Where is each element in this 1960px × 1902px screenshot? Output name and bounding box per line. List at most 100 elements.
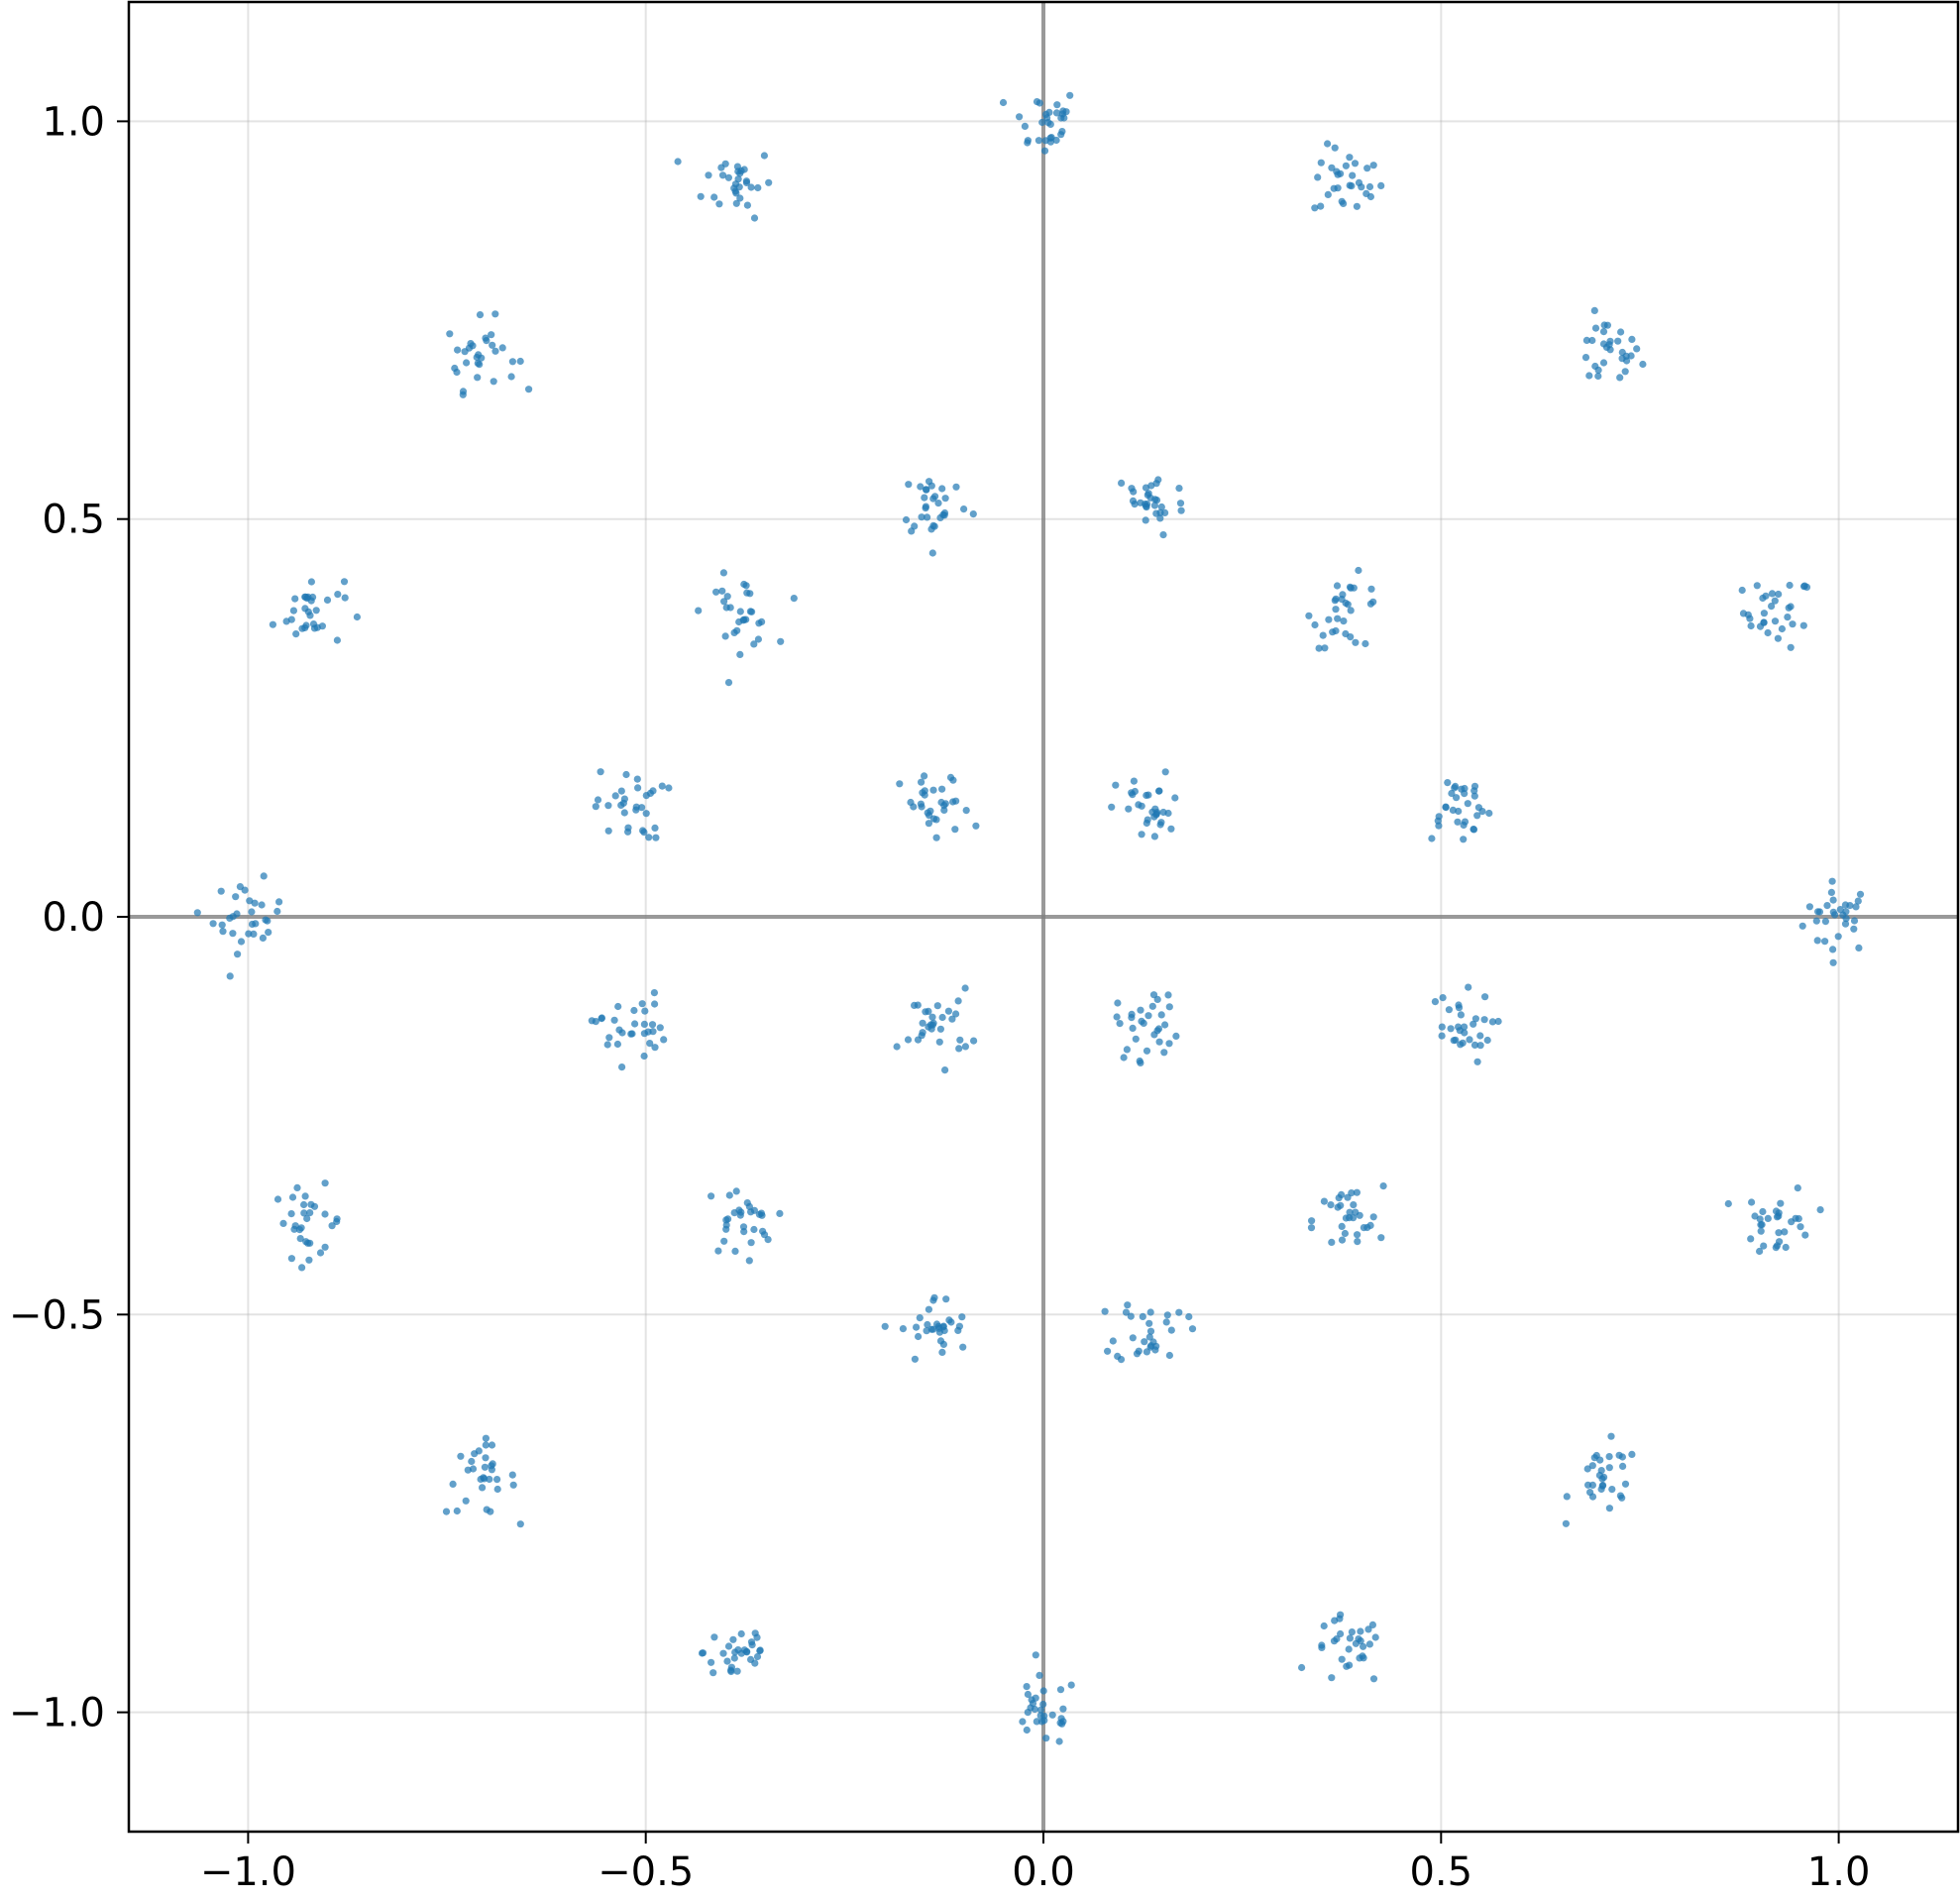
data-point-c20-3 — [1118, 479, 1126, 487]
data-point-c18-27 — [747, 1208, 755, 1216]
data-point-c21-27 — [922, 503, 930, 510]
data-point-c2-18 — [1591, 324, 1600, 332]
data-point-c11-6 — [753, 1633, 761, 1641]
data-point-c31-12 — [1143, 1047, 1151, 1055]
data-point-c20-28 — [1156, 514, 1164, 522]
data-point-c10-4 — [482, 1454, 490, 1462]
data-point-c6-10 — [489, 341, 496, 349]
y-tick-label-4: 1.0 — [42, 99, 105, 145]
data-point-c0-2 — [1841, 920, 1850, 928]
data-point-c12-5 — [1024, 1690, 1032, 1699]
data-point-c20-14 — [1177, 506, 1185, 514]
data-point-c14-16 — [1607, 1432, 1615, 1440]
data-point-c30-25 — [938, 1013, 946, 1022]
data-point-c19-21 — [1308, 1217, 1316, 1225]
data-point-c13-20 — [1360, 1654, 1367, 1662]
data-point-c17-8 — [736, 650, 744, 659]
data-point-c25-22 — [1480, 1016, 1488, 1024]
data-point-c30-22 — [961, 984, 969, 992]
data-point-c1-11 — [1771, 617, 1780, 625]
data-point-c7-26 — [292, 630, 300, 638]
data-point-c24-16 — [1474, 804, 1482, 812]
data-point-c30-1 — [933, 1002, 941, 1010]
data-point-c9-4 — [287, 1210, 295, 1218]
data-point-c29-2 — [896, 780, 904, 788]
data-point-c4-7 — [1053, 101, 1061, 109]
data-point-c10-23 — [489, 1460, 496, 1468]
data-point-c5-19 — [732, 189, 740, 197]
data-point-c31-17 — [1137, 1006, 1144, 1014]
data-point-c21-10 — [934, 500, 942, 507]
data-point-c26-20 — [649, 787, 657, 795]
data-point-c2-25 — [1623, 357, 1631, 365]
y-tick-label-2: 0.0 — [42, 895, 105, 941]
data-point-c2-8 — [1633, 345, 1641, 353]
data-point-c11-23 — [748, 1641, 756, 1649]
data-point-c26-13 — [634, 784, 642, 792]
data-point-c6-20 — [476, 311, 485, 319]
data-point-c28-21 — [1138, 831, 1145, 839]
data-point-c29-22 — [929, 815, 938, 823]
data-point-c16-27 — [1347, 607, 1355, 615]
data-point-c15-1 — [1816, 1206, 1824, 1214]
y-tick-label-3: 0.5 — [42, 498, 105, 543]
data-point-c26-4 — [652, 834, 660, 841]
data-point-c23-25 — [1145, 1333, 1153, 1341]
data-point-c15-5 — [1747, 1235, 1755, 1243]
data-point-c12-8 — [1033, 1718, 1040, 1726]
data-point-c12-28 — [1040, 1717, 1048, 1725]
data-point-c7-29 — [287, 615, 295, 623]
data-point-c19-1 — [1379, 1182, 1387, 1190]
data-point-c31-10 — [1144, 1012, 1152, 1020]
data-point-c9-3 — [300, 1209, 308, 1217]
data-point-c12-7 — [1032, 1651, 1039, 1659]
data-point-c10-19 — [453, 1507, 461, 1515]
data-point-c4-11 — [1058, 128, 1066, 136]
data-point-c28-1 — [1112, 781, 1120, 789]
data-point-c7-1 — [323, 596, 332, 605]
data-point-c15-21 — [1760, 1242, 1768, 1250]
data-point-c11-25 — [734, 1646, 742, 1654]
data-point-c7-20 — [301, 623, 309, 632]
data-point-c31-27 — [1113, 1013, 1121, 1021]
data-point-c12-26 — [1057, 1715, 1065, 1723]
data-point-c0-15 — [1854, 897, 1862, 905]
data-point-c27-19 — [618, 1063, 626, 1071]
data-point-c3-29 — [1365, 182, 1374, 191]
data-point-c15-20 — [1764, 1214, 1772, 1222]
data-point-c13-1 — [1337, 1629, 1345, 1638]
data-point-c17-19 — [723, 593, 731, 601]
data-point-c0-13 — [1834, 933, 1842, 941]
data-point-c25-4 — [1465, 983, 1472, 991]
data-point-c31-13 — [1114, 999, 1122, 1007]
data-point-c23-23 — [1143, 1348, 1150, 1356]
data-point-c12-19 — [1055, 1737, 1063, 1745]
data-point-c4-27 — [1024, 139, 1032, 147]
data-point-c3-8 — [1324, 140, 1332, 148]
data-point-c3-9 — [1351, 160, 1360, 168]
data-point-c15-26 — [1788, 1218, 1796, 1226]
data-point-c1-28 — [1762, 592, 1770, 600]
data-point-c6-6 — [507, 373, 515, 381]
data-point-c6-21 — [498, 344, 506, 352]
data-point-c16-24 — [1344, 601, 1352, 609]
data-point-c8-25 — [258, 901, 266, 909]
data-point-c19-24 — [1335, 1194, 1343, 1202]
data-point-c15-10 — [1781, 1228, 1789, 1236]
data-point-c15-18 — [1794, 1184, 1801, 1192]
data-point-c9-13 — [305, 1256, 313, 1264]
data-point-c6-16 — [525, 386, 533, 393]
data-point-c16-17 — [1315, 644, 1323, 652]
data-point-c31-3 — [1116, 1020, 1124, 1028]
data-point-c24-25 — [1442, 803, 1450, 811]
data-point-c29-8 — [929, 786, 937, 794]
data-point-c12-29 — [1039, 1700, 1047, 1709]
data-point-c26-10 — [620, 795, 629, 803]
data-point-c18-11 — [745, 1202, 754, 1210]
data-point-c24-6 — [1470, 826, 1478, 834]
data-point-c7-6 — [312, 607, 320, 615]
data-point-c29-14 — [925, 820, 933, 828]
data-point-c18-25 — [776, 1209, 784, 1217]
data-point-c6-19 — [467, 340, 475, 348]
data-point-c0-12 — [1850, 925, 1858, 933]
